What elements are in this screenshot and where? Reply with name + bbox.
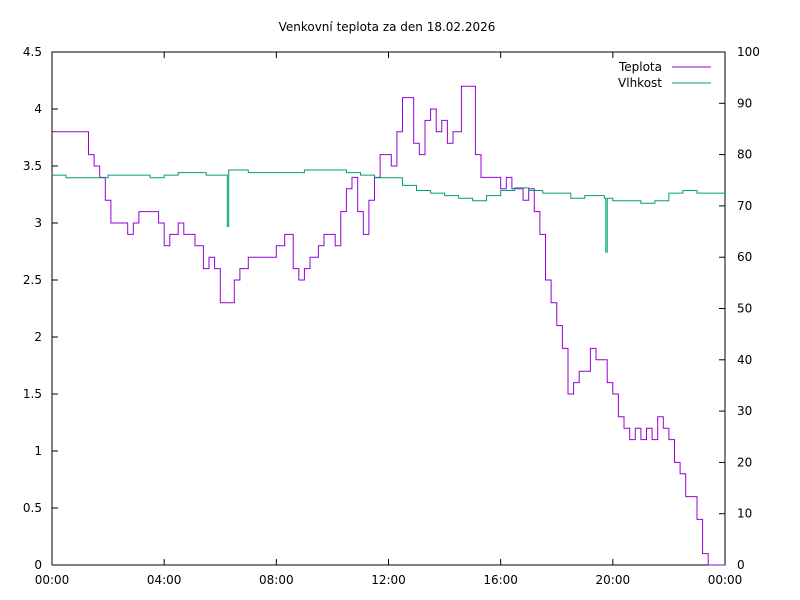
y2-tick-label: 40	[737, 353, 752, 367]
x-tick-label: 04:00	[147, 573, 182, 587]
y-tick-label: 4.5	[23, 45, 42, 59]
series-line-vlhkost	[52, 169, 725, 253]
y-tick-label: 3.5	[23, 159, 42, 173]
y2-tick-label: 90	[737, 96, 752, 110]
y2-tick-label: 50	[737, 302, 752, 316]
series-layer	[52, 85, 725, 566]
x-tick-label: 20:00	[596, 573, 631, 587]
y2-tick-label: 70	[737, 199, 752, 213]
y-tick-label: 4	[34, 102, 42, 116]
y2-tick-label: 80	[737, 148, 752, 162]
legend-label-teplota: Teplota	[618, 60, 662, 74]
x-tick-label: 08:00	[259, 573, 294, 587]
y-axis-right: 0 10 20 30 40 50 60 70 80 90 100	[719, 45, 760, 572]
x-axis: 00:00 04:00 08:00 12:00 16:00 20:00 00:00	[35, 52, 743, 587]
y-tick-label: 1.5	[23, 387, 42, 401]
x-tick-label: 12:00	[371, 573, 406, 587]
x-tick-label: 16:00	[483, 573, 518, 587]
plot-frame	[51, 51, 726, 566]
chart-title: Venkovní teplota za den 18.02.2026	[279, 20, 496, 34]
y-tick-label: 2.5	[23, 273, 42, 287]
y-axis-left: 0 0.5 1 1.5 2 2.5 3 3.5 4 4.5	[23, 45, 58, 572]
y2-tick-label: 30	[737, 404, 752, 418]
legend-label-vlhkost: Vlhkost	[618, 76, 662, 90]
y2-tick-label: 10	[737, 507, 752, 521]
y-tick-label: 2	[34, 330, 42, 344]
y2-tick-label: 100	[737, 45, 760, 59]
y2-tick-label: 20	[737, 455, 752, 469]
x-tick-label: 00:00	[35, 573, 70, 587]
y2-tick-label: 0	[737, 558, 745, 572]
legend: Teplota Vlhkost	[618, 60, 711, 90]
x-tick-label: 00:00	[708, 573, 743, 587]
series-line-teplota	[52, 85, 725, 566]
y-tick-label: 0.5	[23, 501, 42, 515]
y-tick-label: 3	[34, 216, 42, 230]
y2-tick-label: 60	[737, 250, 752, 264]
y-tick-label: 0	[34, 558, 42, 572]
y-tick-label: 1	[34, 444, 42, 458]
